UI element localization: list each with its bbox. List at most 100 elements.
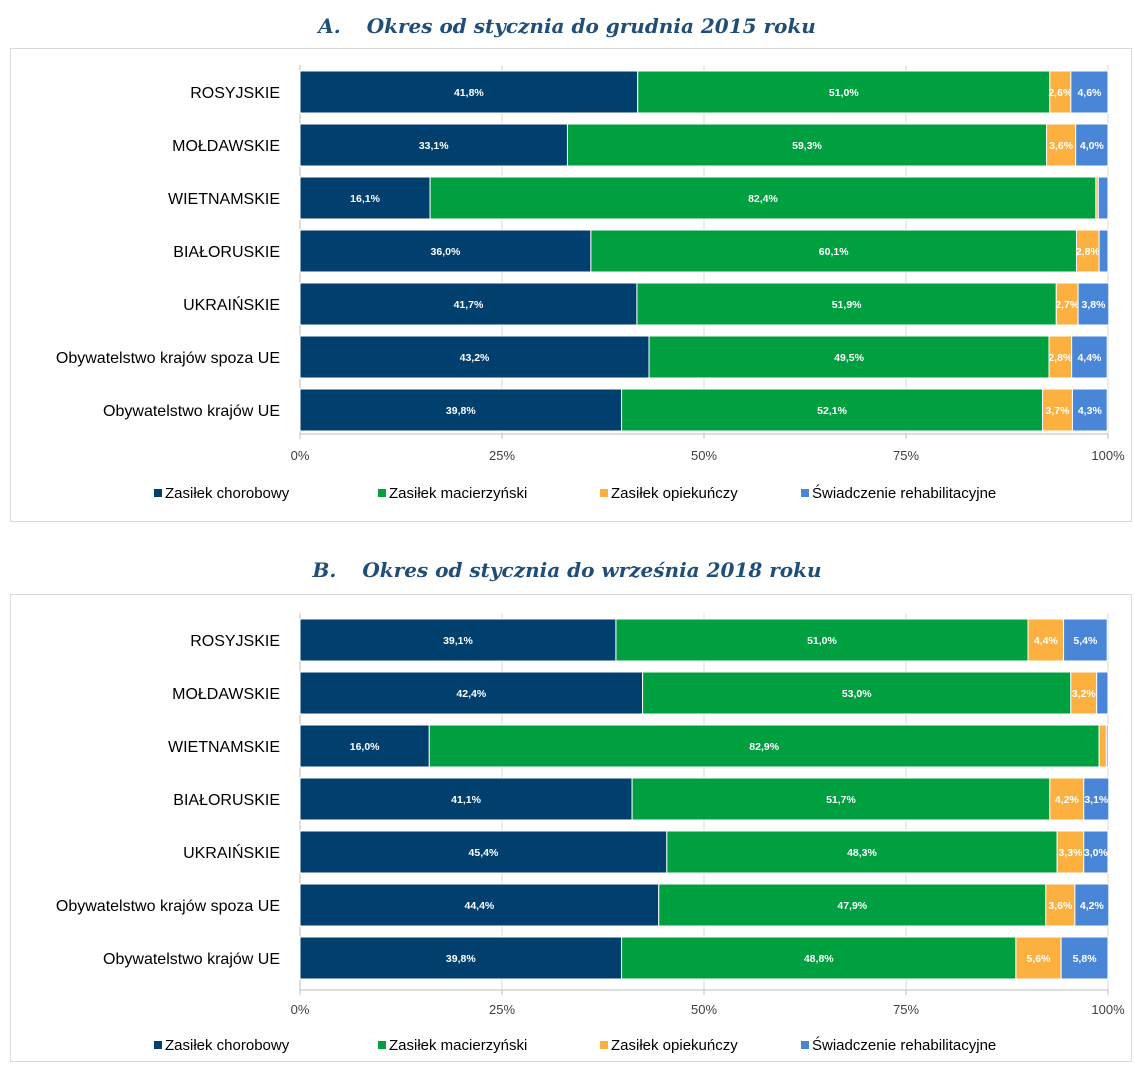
bar-segment-zasilek-opiekunczy [1046,123,1077,167]
data-label: 51,7% [826,794,856,806]
data-label: 2,6% [1048,87,1073,99]
data-label: 48,8% [804,953,834,965]
bar-segment-zasilek-chorobowy [299,335,650,379]
data-label: 39,1% [443,635,473,647]
data-label: 43,2% [460,352,490,364]
bar-segment-swiadczenie-rehabilitacyjne [1083,777,1110,821]
data-label: 45,4% [469,847,499,859]
legend-label: Zasiłek chorobowy [165,1037,290,1054]
data-label: 2,7% [1055,299,1080,311]
x-tick-label: 50% [691,1002,717,1017]
data-label: 52,1% [817,405,847,417]
data-label: 47,9% [837,900,867,912]
x-tick-label: 100% [1091,448,1125,463]
data-label: 53,0% [842,688,872,700]
data-label: 48,3% [847,847,877,859]
bar-segment-swiadczenie-rehabilitacyjne [1071,335,1108,379]
bar-segment-zasilek-chorobowy [299,724,430,768]
data-label: 16,1% [350,193,380,205]
category-label: BIAŁORUSKIE [173,244,280,261]
bar-segment-swiadczenie-rehabilitacyjne [1074,883,1110,927]
x-tick-label: 50% [691,448,717,463]
data-label: 16,0% [350,741,380,753]
panel-a-letter: A. [318,14,341,38]
data-label: 51,0% [807,635,837,647]
data-label: 82,4% [748,193,778,205]
bar-segment-swiadczenie-rehabilitacyjne [1096,671,1109,715]
x-tick-label: 25% [489,1002,515,1017]
data-label: 82,9% [749,741,779,753]
legend-label: Zasiłek chorobowy [165,485,290,502]
bar-segment-swiadczenie-rehabilitacyjne [1098,229,1109,273]
legend-label: Zasiłek macierzyński [389,485,527,502]
bar-segment-zasilek-opiekunczy [1042,388,1073,432]
data-label: 3,0% [1084,847,1109,859]
legend-label: Świadczenie rehabilitacyjne [812,1036,996,1054]
bar-segment-zasilek-macierzynski [428,724,1100,768]
bar-segment-swiadczenie-rehabilitacyjne [1097,176,1109,220]
legend-swatch-zasilek-opiekunczy [600,1041,608,1049]
category-label: MOŁDAWSKIE [172,686,280,703]
data-label: 51,9% [832,299,862,311]
legend-swatch-zasilek-chorobowy [154,1041,162,1049]
category-label: WIETNAMSKIE [168,191,280,208]
legend-label: Zasiłek macierzyński [389,1037,527,1054]
bar-segment-zasilek-macierzynski [636,282,1057,326]
legend-swatch-zasilek-macierzynski [378,1041,386,1049]
x-tick-label: 0% [291,448,310,463]
bar-segment-swiadczenie-rehabilitacyjne [1071,388,1108,432]
data-label: 4,6% [1077,87,1102,99]
x-tick-label: 25% [489,448,515,463]
legend-label: Zasiłek opiekuńczy [611,1037,738,1054]
panel-b-title: B. Okres od stycznia do września 2018 rok… [0,558,1134,582]
data-label: 3,6% [1049,140,1074,152]
bar-segment-zasilek-macierzynski [429,176,1097,220]
data-label: 41,7% [454,299,484,311]
data-label: 4,0% [1080,140,1105,152]
legend-swatch-zasilek-macierzynski [378,489,386,497]
data-label: 2,8% [1076,246,1101,258]
bar-segment-zasilek-opiekunczy [1027,618,1065,662]
data-label: 39,8% [446,405,476,417]
data-label: 5,6% [1027,953,1052,965]
bar-segment-zasilek-chorobowy [299,883,660,927]
bar-segment-zasilek-opiekunczy [1015,936,1062,980]
bar-segment-zasilek-macierzynski [590,229,1077,273]
legend-swatch-swiadczenie-rehabilitacyjne [801,1041,809,1049]
data-label: 49,5% [834,352,864,364]
data-label: 42,4% [456,688,486,700]
bar-segment-zasilek-macierzynski [658,883,1047,927]
data-label: 39,8% [446,953,476,965]
category-label: Obywatelstwo krajów UE [103,403,280,420]
bar-segment-zasilek-chorobowy [299,618,617,662]
bar-segment-zasilek-macierzynski [648,335,1050,379]
bar-segment-zasilek-opiekunczy [1045,883,1076,927]
category-label: MOŁDAWSKIE [172,138,280,155]
bar-segment-zasilek-opiekunczy [1098,724,1107,768]
data-label: 3,1% [1084,794,1109,806]
panel-b-title-text: Okres od stycznia do września 2018 roku [362,558,822,582]
category-label: BIAŁORUSKIE [173,792,280,809]
data-label: 41,1% [451,794,481,806]
data-label: 4,2% [1080,900,1105,912]
category-label: ROSYJSKIE [190,85,280,102]
data-label: 2,8% [1048,352,1073,364]
data-label: 44,4% [464,900,494,912]
legend-swatch-zasilek-opiekunczy [600,489,608,497]
x-tick-label: 75% [893,1002,919,1017]
category-label: Obywatelstwo krajów spoza UE [56,898,280,915]
legend-label: Świadczenie rehabilitacyjne [812,484,996,502]
bar-segment-zasilek-chorobowy [299,70,639,114]
bar-segment-swiadczenie-rehabilitacyjne [1070,70,1109,114]
x-tick-label: 75% [893,448,919,463]
panel-a-title: A. Okres od stycznia do grudnia 2015 roku [0,14,1134,38]
data-label: 3,6% [1048,900,1073,912]
bar-segment-zasilek-macierzynski [615,618,1029,662]
data-label: 5,4% [1073,635,1098,647]
data-label: 41,8% [454,87,484,99]
bar-segment-zasilek-chorobowy [299,229,592,273]
bar-segment-zasilek-macierzynski [621,388,1044,432]
bar-segment-zasilek-macierzynski [631,777,1051,821]
bar-segment-zasilek-macierzynski [566,123,1048,167]
data-label: 3,7% [1046,405,1071,417]
